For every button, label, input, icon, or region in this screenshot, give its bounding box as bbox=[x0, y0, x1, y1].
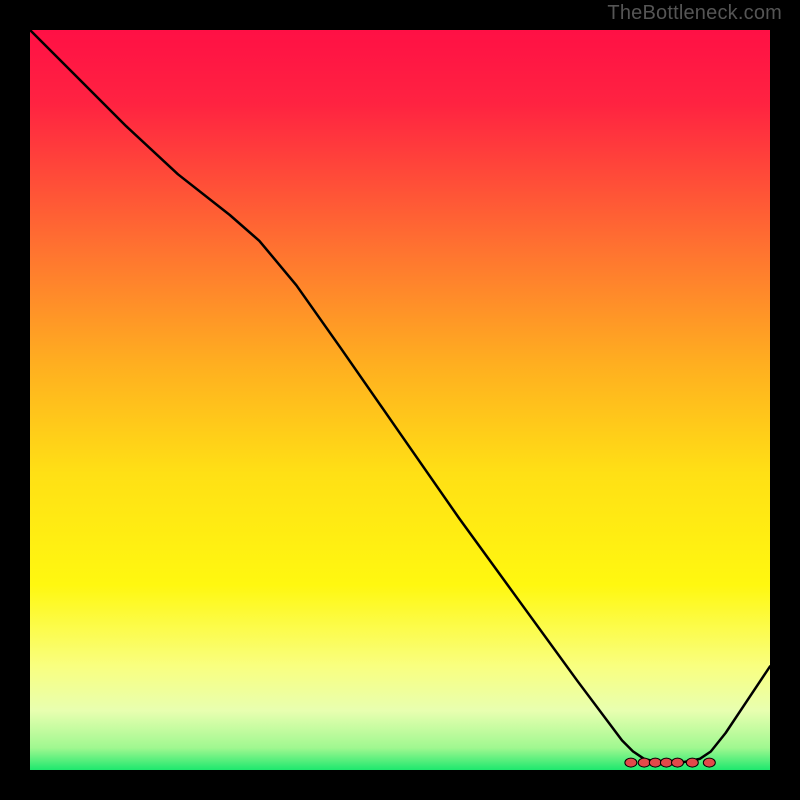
watermark-text: TheBottleneck.com bbox=[607, 2, 782, 25]
chart-marker bbox=[672, 758, 684, 767]
chart-marker bbox=[703, 758, 715, 767]
chart-marker bbox=[649, 758, 661, 767]
chart-marker bbox=[638, 758, 650, 767]
chart-marker bbox=[625, 758, 637, 767]
chart-marker bbox=[686, 758, 698, 767]
chart-plot-area bbox=[30, 30, 770, 770]
chart-svg bbox=[30, 30, 770, 770]
chart-marker bbox=[660, 758, 672, 767]
